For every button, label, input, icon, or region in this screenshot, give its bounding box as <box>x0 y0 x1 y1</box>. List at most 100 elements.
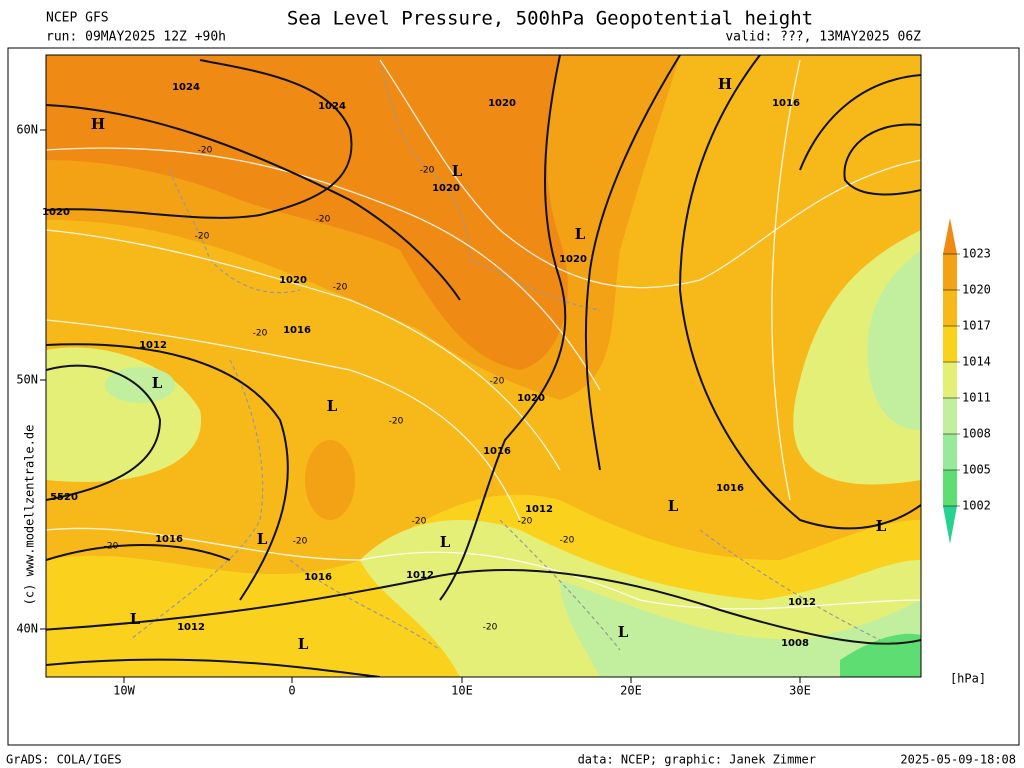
pressure-center: L <box>575 225 586 243</box>
isobar-label: 1008 <box>781 638 809 649</box>
height-label: -20 <box>104 542 119 552</box>
height-label: -20 <box>483 623 498 633</box>
map-border <box>45 54 922 678</box>
field-1008 <box>560 580 921 677</box>
frame <box>7 47 1020 746</box>
pressure-center: H <box>718 75 732 93</box>
colorbar-segment <box>943 398 957 434</box>
pressure-center: L <box>152 374 163 392</box>
lat-label: 40N <box>16 622 38 636</box>
isobar <box>439 55 681 601</box>
isobar-label: 1016 <box>304 572 332 583</box>
lat-label: 60N <box>16 123 38 137</box>
field-1023 <box>46 55 568 370</box>
isobar-label: 1016 <box>772 98 800 109</box>
colorbar-unit: [hPa] <box>950 672 986 686</box>
run-label: run: 09MAY2025 12Z +90h <box>46 30 226 45</box>
colorbar-segment <box>943 470 957 506</box>
colorbar-segment <box>943 362 957 398</box>
isobar-label: 1016 <box>283 325 311 336</box>
isobar-label: 1024 <box>318 101 346 112</box>
isobar <box>46 569 921 677</box>
field-spain <box>305 440 355 520</box>
isobar-label: 1012 <box>139 340 167 351</box>
colorbar-segment <box>943 434 957 470</box>
model-label: NCEP GFS <box>46 11 109 26</box>
field-east-2 <box>867 250 921 430</box>
copyright: (c) www.modellzentrale.de <box>23 425 37 606</box>
colorbar-arrow <box>943 218 957 254</box>
height-label: -20 <box>420 166 435 176</box>
colorbar-label: 1008 <box>962 427 991 441</box>
isobar <box>46 59 461 301</box>
isobar <box>678 55 921 530</box>
software-credit: GrADS: COLA/IGES <box>6 753 122 767</box>
colorbar-segment <box>943 290 957 326</box>
height-label: -20 <box>518 517 533 527</box>
height-label: -20 <box>389 417 404 427</box>
pressure-center: L <box>257 530 268 548</box>
isobar-label: 1024 <box>172 82 200 93</box>
colorbar-label: 1011 <box>962 391 991 405</box>
pressure-center: L <box>130 610 141 628</box>
isobar-label: 1016 <box>155 534 183 545</box>
pressure-center: L <box>327 397 338 415</box>
colorbar-label: 1023 <box>962 247 991 261</box>
height-contour <box>46 59 921 610</box>
height-label: -20 <box>195 232 210 242</box>
height-label: -20 <box>490 377 505 387</box>
height-label: -20 <box>316 215 331 225</box>
height-label: -20 <box>333 283 348 293</box>
colorbar-label: 1005 <box>962 463 991 477</box>
isobar-label: 1020 <box>559 254 587 265</box>
pressure-center: L <box>440 533 451 551</box>
map-labels: H H L L L L L L L L L L L 1024 1024 1020 1016 1020 1020 102… <box>42 75 887 653</box>
height-label: -20 <box>293 537 308 547</box>
isobar-label: 5520 <box>50 492 78 503</box>
isobar-label: 1012 <box>788 597 816 608</box>
isobar-label: 1012 <box>406 570 434 581</box>
pressure-center: L <box>452 162 463 180</box>
axes: 60N 50N 40N 10W 0 10E 20E 30E <box>16 123 811 698</box>
field-1011 <box>360 520 921 677</box>
pressure-center: L <box>876 517 887 535</box>
field-1005 <box>840 633 921 677</box>
pressure-center: L <box>618 623 629 641</box>
pressure-center: H <box>91 115 105 133</box>
pressure-center: L <box>298 635 309 653</box>
pressure-center: L <box>668 497 679 515</box>
isobar-label: 1020 <box>432 183 460 194</box>
lon-label: 10W <box>113 684 135 698</box>
height-label: -20 <box>412 517 427 527</box>
colorbar-label: 1002 <box>962 499 991 513</box>
height-label: -20 <box>560 536 575 546</box>
map <box>46 55 921 677</box>
isobar-label: 1020 <box>42 207 70 218</box>
colorbar-segment <box>943 326 957 362</box>
colorbar-label: 1020 <box>962 283 991 297</box>
lat-label: 50N <box>16 373 38 387</box>
lon-label: 30E <box>789 684 811 698</box>
source-credit: data: NCEP; graphic: Janek Zimmer <box>578 753 816 767</box>
colorbar-label: 1017 <box>962 319 991 333</box>
isobar-label: 1020 <box>517 393 545 404</box>
lon-label: 0 <box>288 684 295 698</box>
isobar <box>46 343 289 601</box>
isobar-label: 1012 <box>177 622 205 633</box>
isobar-label: 1016 <box>483 446 511 457</box>
isobar-label: 1020 <box>488 98 516 109</box>
lon-label: 10E <box>451 684 473 698</box>
colorbar-segment <box>943 254 957 290</box>
height-label: -20 <box>253 329 268 339</box>
colorbar: 1023 1020 1017 1014 1011 1008 1005 1002 <box>943 218 991 544</box>
timestamp: 2025-05-09-18:08 <box>900 753 1016 767</box>
isobar-label: 1012 <box>525 504 553 515</box>
colorbar-label: 1014 <box>962 355 991 369</box>
valid-label: valid: ???, 13MAY2025 06Z <box>725 30 921 45</box>
isobar-label: 1016 <box>716 483 744 494</box>
colorbar-arrow <box>943 506 957 544</box>
height-label: -20 <box>198 146 213 156</box>
lon-label: 20E <box>620 684 642 698</box>
isobar-label: 1020 <box>279 275 307 286</box>
